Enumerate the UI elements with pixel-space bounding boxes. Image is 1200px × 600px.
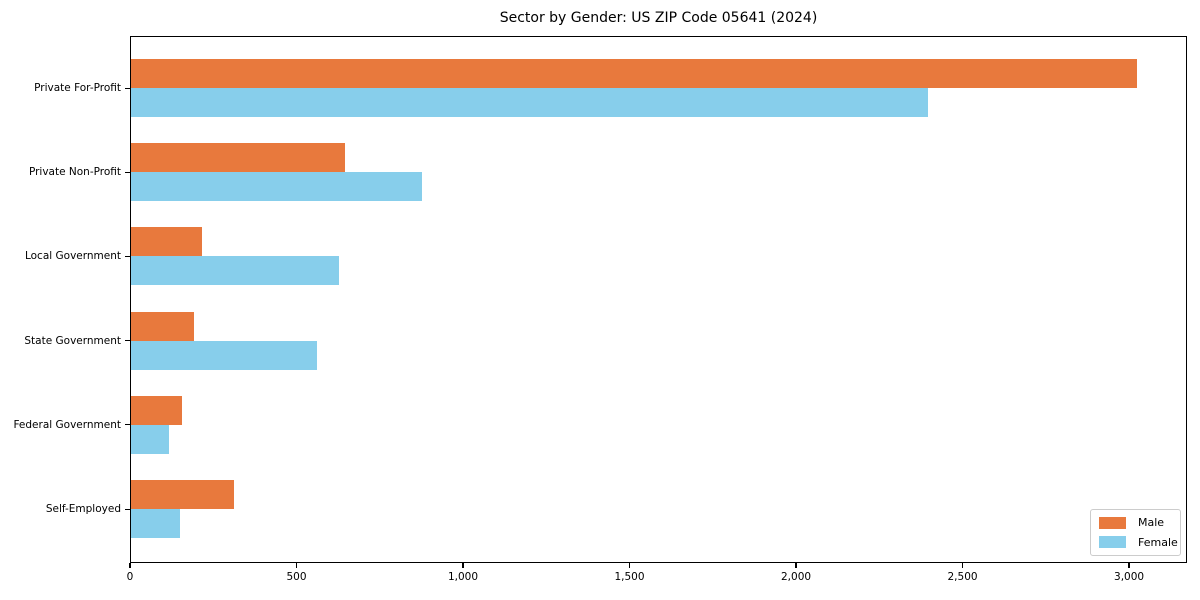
- male-legend-swatch: [1099, 516, 1126, 529]
- bar-female-2: [131, 172, 423, 202]
- bar-male-5: [131, 395, 182, 425]
- x-tick-label: 500: [286, 571, 307, 583]
- female-legend-label: Female: [1138, 535, 1178, 549]
- y-tick-mark: [125, 424, 130, 426]
- x-tick-mark: [462, 563, 464, 568]
- bar-female-3: [131, 256, 340, 286]
- bar-female-4: [131, 340, 318, 370]
- bar-male-2: [131, 143, 346, 173]
- x-tick-mark: [628, 563, 631, 568]
- y-tick-label: State Government: [24, 334, 121, 347]
- x-tick-mark: [961, 563, 964, 568]
- legend: Male Female: [1090, 509, 1181, 556]
- bar-female-1: [131, 88, 928, 117]
- male-legend-label: Male: [1138, 516, 1165, 530]
- y-tick-label: Self-Employed: [45, 503, 121, 515]
- x-tick-mark: [295, 563, 298, 568]
- bar-male-6: [131, 480, 235, 509]
- x-tick-mark: [1128, 563, 1130, 568]
- plot-area: [130, 36, 1187, 563]
- bar-male-4: [131, 311, 194, 341]
- y-tick-label: Local Government: [24, 250, 121, 263]
- x-tick-label: 2,500: [947, 571, 978, 583]
- y-tick-label: Private Non-Profit: [28, 166, 121, 179]
- y-tick-label: Private For-Profit: [34, 82, 121, 94]
- chart-title: Sector by Gender: US ZIP Code 05641 (202…: [499, 10, 818, 26]
- x-tick-mark: [795, 563, 797, 568]
- y-tick-mark: [125, 87, 130, 89]
- bar-female-5: [131, 424, 169, 454]
- x-tick-mark: [129, 563, 131, 568]
- x-tick-label: 3,000: [1114, 571, 1145, 583]
- female-legend-swatch: [1099, 536, 1126, 549]
- x-tick-label: 2,000: [781, 571, 812, 583]
- x-tick-label: 0: [126, 571, 134, 583]
- y-tick-label: Federal Government: [13, 418, 121, 431]
- bar-male-3: [131, 227, 202, 257]
- y-tick-mark: [125, 255, 130, 258]
- bar-female-6: [131, 509, 180, 538]
- bar-male-1: [131, 59, 1138, 88]
- y-tick-mark: [125, 171, 130, 173]
- legend-row-male: Male: [1091, 516, 1180, 529]
- y-tick-mark: [125, 340, 130, 342]
- x-tick-label: 1,000: [447, 571, 479, 583]
- y-tick-mark: [125, 508, 130, 510]
- x-tick-label: 1,500: [614, 571, 645, 583]
- legend-row-female: Female: [1091, 536, 1180, 549]
